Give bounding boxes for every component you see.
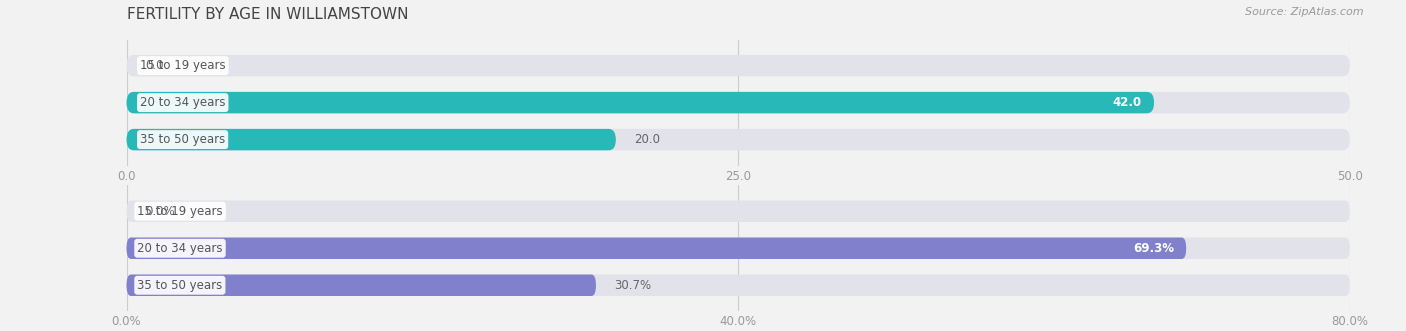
FancyBboxPatch shape [127, 274, 596, 296]
Text: 35 to 50 years: 35 to 50 years [138, 279, 222, 292]
Text: 20 to 34 years: 20 to 34 years [141, 96, 225, 109]
Text: 15 to 19 years: 15 to 19 years [141, 59, 225, 72]
Text: 30.7%: 30.7% [614, 279, 651, 292]
Text: FERTILITY BY AGE IN WILLIAMSTOWN: FERTILITY BY AGE IN WILLIAMSTOWN [127, 7, 408, 22]
FancyBboxPatch shape [127, 201, 1350, 222]
FancyBboxPatch shape [127, 238, 1350, 259]
Text: 69.3%: 69.3% [1133, 242, 1174, 255]
FancyBboxPatch shape [127, 238, 1187, 259]
FancyBboxPatch shape [127, 92, 1350, 113]
Text: 35 to 50 years: 35 to 50 years [141, 133, 225, 146]
FancyBboxPatch shape [127, 92, 1154, 113]
Text: Source: ZipAtlas.com: Source: ZipAtlas.com [1246, 7, 1364, 17]
Text: 20 to 34 years: 20 to 34 years [138, 242, 222, 255]
Text: 15 to 19 years: 15 to 19 years [138, 205, 224, 218]
Text: 20.0: 20.0 [634, 133, 661, 146]
Text: 0.0: 0.0 [145, 59, 163, 72]
Text: 0.0%: 0.0% [145, 205, 174, 218]
FancyBboxPatch shape [127, 129, 616, 150]
Text: 42.0: 42.0 [1112, 96, 1142, 109]
FancyBboxPatch shape [127, 274, 1350, 296]
FancyBboxPatch shape [127, 129, 1350, 150]
FancyBboxPatch shape [127, 55, 1350, 76]
